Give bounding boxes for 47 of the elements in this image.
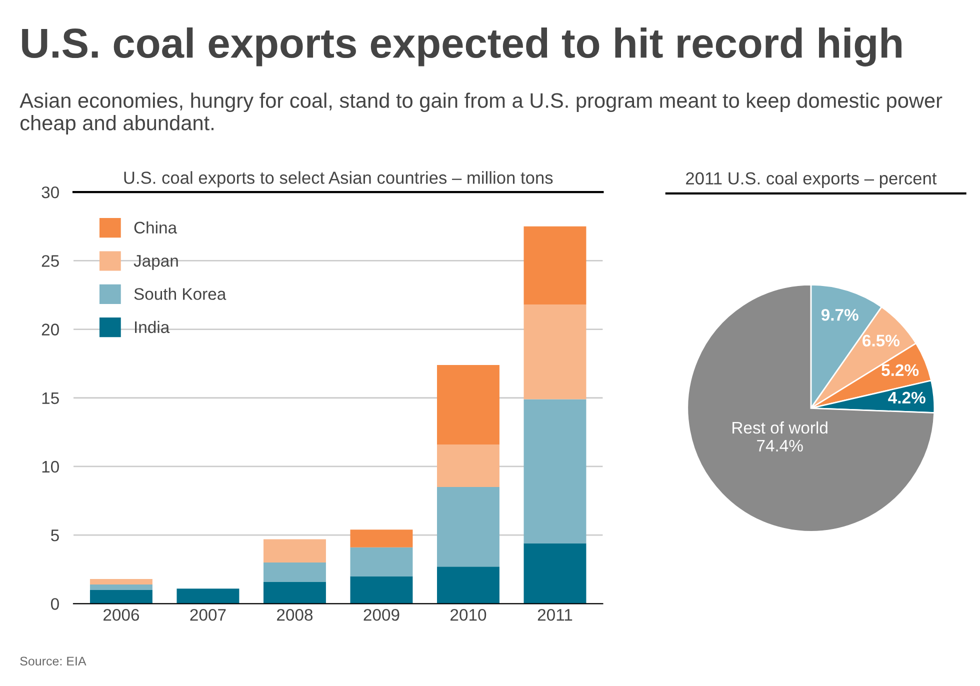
data-label: 4.2%: [888, 392, 926, 404]
y-tick-label: 5: [51, 530, 59, 542]
y-tick-label: 30: [42, 186, 59, 198]
x-tick-label: 2007: [190, 608, 226, 621]
legend-label: Japan: [134, 255, 178, 270]
y-tick-label: 25: [42, 255, 59, 267]
bar: [90, 584, 152, 590]
source-note: Source: EIA: [20, 656, 86, 666]
bar: [437, 487, 500, 567]
legend-label: China: [134, 221, 178, 234]
x-tick-label: 2011: [538, 608, 572, 621]
slice-label: Rest of world: [732, 421, 828, 434]
y-tick-label: 10: [42, 460, 59, 473]
bar: [90, 590, 152, 604]
text: Asian economies, hungry for coal, stand to gain from a U.S. program meant to keep domestic power cheap and abundant.: [20, 92, 942, 134]
bar: [524, 399, 586, 544]
bar: [437, 566, 500, 604]
x-tick-label: 2009: [364, 608, 400, 621]
bar: [263, 562, 326, 582]
bar: [350, 576, 413, 604]
data-label: 5.2%: [882, 364, 919, 376]
y-tick-label: 0: [50, 598, 59, 610]
x-tick-label: 2006: [104, 608, 140, 621]
bar: [90, 578, 152, 584]
pie-slice: [686, 284, 936, 532]
bar: [263, 582, 326, 604]
data-label: 74.4%: [757, 440, 803, 452]
text: U.S. coal exports expected to hit record high: [22, 27, 902, 66]
bar: [350, 547, 413, 576]
x-tick-label: 2008: [277, 608, 313, 621]
bar: [437, 444, 500, 488]
data-label: 6.5%: [862, 334, 900, 346]
bar: [263, 539, 326, 563]
bar: [437, 364, 500, 445]
legend-label: India: [135, 320, 170, 334]
bar: [524, 543, 586, 604]
y-tick-label: 15: [42, 392, 59, 404]
bar: [524, 304, 586, 400]
chart-title: 2011 U.S. coal exports – percent: [686, 172, 937, 188]
y-tick-label: 20: [42, 324, 59, 336]
bar: [176, 588, 240, 604]
bar: [350, 530, 413, 548]
x-tick-label: 2010: [450, 608, 486, 621]
data-label: 9.7%: [821, 308, 858, 321]
chart-title: U.S. coal exports to select Asian countries – million tons: [124, 171, 553, 188]
legend-label: South Korea: [134, 288, 226, 300]
bar: [524, 226, 586, 305]
